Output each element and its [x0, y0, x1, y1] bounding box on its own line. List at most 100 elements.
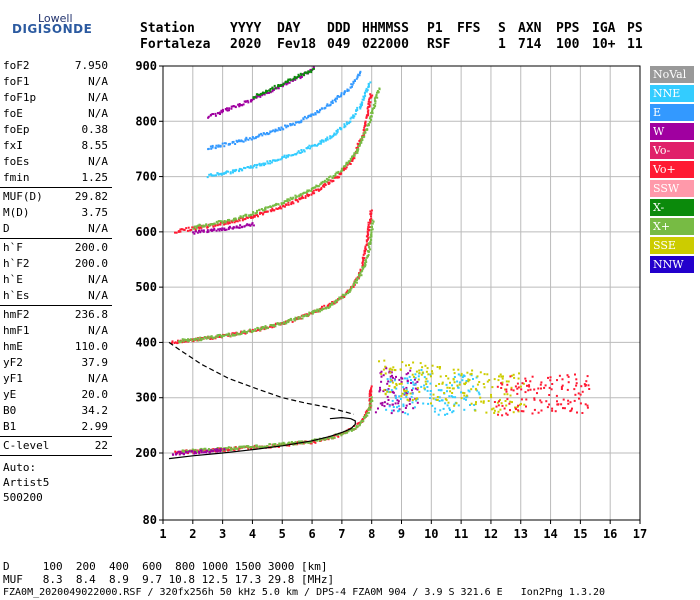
echo-point — [344, 165, 347, 168]
echo-point — [244, 139, 247, 142]
echo-point — [307, 115, 310, 117]
echo-point — [180, 340, 183, 343]
echo-point — [368, 97, 371, 100]
echo-point — [249, 165, 252, 168]
header-values-day: Fev18 — [277, 37, 317, 52]
echo-point — [190, 450, 193, 453]
echo-point — [517, 410, 520, 413]
echo-point — [409, 398, 411, 401]
echo-point — [309, 440, 312, 443]
echo-point — [269, 205, 272, 208]
echo-point — [236, 140, 239, 143]
echo-point — [241, 445, 244, 448]
echo-point — [257, 328, 260, 331]
header-values-doy: 049 — [327, 37, 351, 52]
echo-point — [274, 322, 277, 325]
echo-point — [525, 379, 527, 382]
echo-point — [359, 103, 362, 106]
echo-point — [238, 169, 241, 172]
echo-point — [392, 391, 395, 394]
echo-point — [232, 448, 235, 451]
echo-point — [359, 421, 362, 424]
echo-point — [284, 81, 287, 84]
echo-point — [261, 134, 264, 137]
header-values-pps: 100 — [556, 37, 580, 52]
echo-point — [569, 410, 572, 413]
header-values-p1: RSF — [427, 37, 451, 52]
echo-point — [556, 400, 558, 403]
echo-point — [332, 175, 335, 177]
echo-point — [404, 412, 407, 415]
echo-point — [194, 225, 197, 228]
echo-point — [268, 91, 270, 94]
param-label: MUF(D) — [3, 190, 43, 203]
echo-point — [304, 313, 307, 316]
param-row: B0 34.2 — [0, 403, 112, 419]
echo-point — [182, 449, 185, 452]
echo-point — [318, 111, 321, 114]
echo-point — [259, 92, 262, 95]
echo-point — [377, 407, 379, 410]
echo-point — [370, 234, 373, 237]
echo-point — [563, 407, 566, 410]
echo-point — [362, 136, 365, 139]
echo-point — [314, 441, 317, 444]
echo-point — [463, 397, 466, 400]
echo-point — [347, 122, 350, 125]
echo-point — [371, 222, 374, 225]
header-values-iga: 10+ — [592, 37, 616, 52]
echo-point — [275, 129, 278, 132]
echo-point — [340, 93, 343, 96]
echo-point — [574, 373, 576, 376]
echo-point — [431, 372, 434, 375]
echo-point — [239, 140, 242, 143]
echo-point — [323, 185, 326, 188]
echo-point — [368, 229, 371, 232]
echo-point — [349, 117, 352, 120]
echo-point — [414, 376, 417, 379]
echo-point — [241, 331, 243, 334]
echo-point — [360, 141, 363, 144]
echo-point — [239, 333, 241, 336]
echo-point — [345, 121, 348, 124]
echo-point — [346, 163, 349, 166]
echo-point — [368, 226, 371, 229]
echo-point — [219, 449, 222, 452]
echo-point — [402, 405, 405, 408]
header-labels-pps: PPS — [556, 21, 580, 36]
echo-point — [287, 203, 290, 206]
echo-point — [219, 220, 222, 223]
echo-point — [507, 380, 510, 383]
echo-point — [458, 383, 461, 386]
echo-point — [245, 214, 248, 217]
echo-point — [430, 402, 432, 405]
footer-muf-row: MUF 8.3 8.4 8.9 9.7 10.8 12.5 17.3 29.8 … — [3, 573, 335, 586]
echo-point — [224, 221, 227, 224]
echo-point — [219, 144, 222, 147]
echo-point — [182, 340, 185, 343]
param-value: 29.82 — [74, 190, 108, 203]
echo-point — [187, 226, 190, 229]
echo-point — [365, 116, 368, 118]
echo-point — [474, 387, 477, 390]
echo-point — [403, 389, 405, 392]
echo-point — [263, 164, 266, 167]
echo-point — [283, 321, 285, 324]
echo-point — [260, 163, 263, 166]
echo-point — [290, 201, 293, 204]
echo-point — [321, 438, 324, 441]
echo-point — [217, 223, 220, 226]
logo-lowell: Lowell — [38, 12, 73, 25]
echo-point — [312, 68, 315, 70]
echo-point — [264, 325, 267, 328]
echo-point — [209, 223, 212, 226]
echo-point — [331, 435, 334, 438]
echo-point — [200, 449, 203, 452]
param-row: C-level 22 — [0, 438, 112, 454]
echo-point — [353, 152, 356, 155]
echo-point — [281, 202, 284, 205]
echo-point — [426, 386, 429, 388]
echo-point — [499, 408, 502, 411]
echo-point — [191, 339, 194, 342]
echo-point — [405, 395, 408, 398]
